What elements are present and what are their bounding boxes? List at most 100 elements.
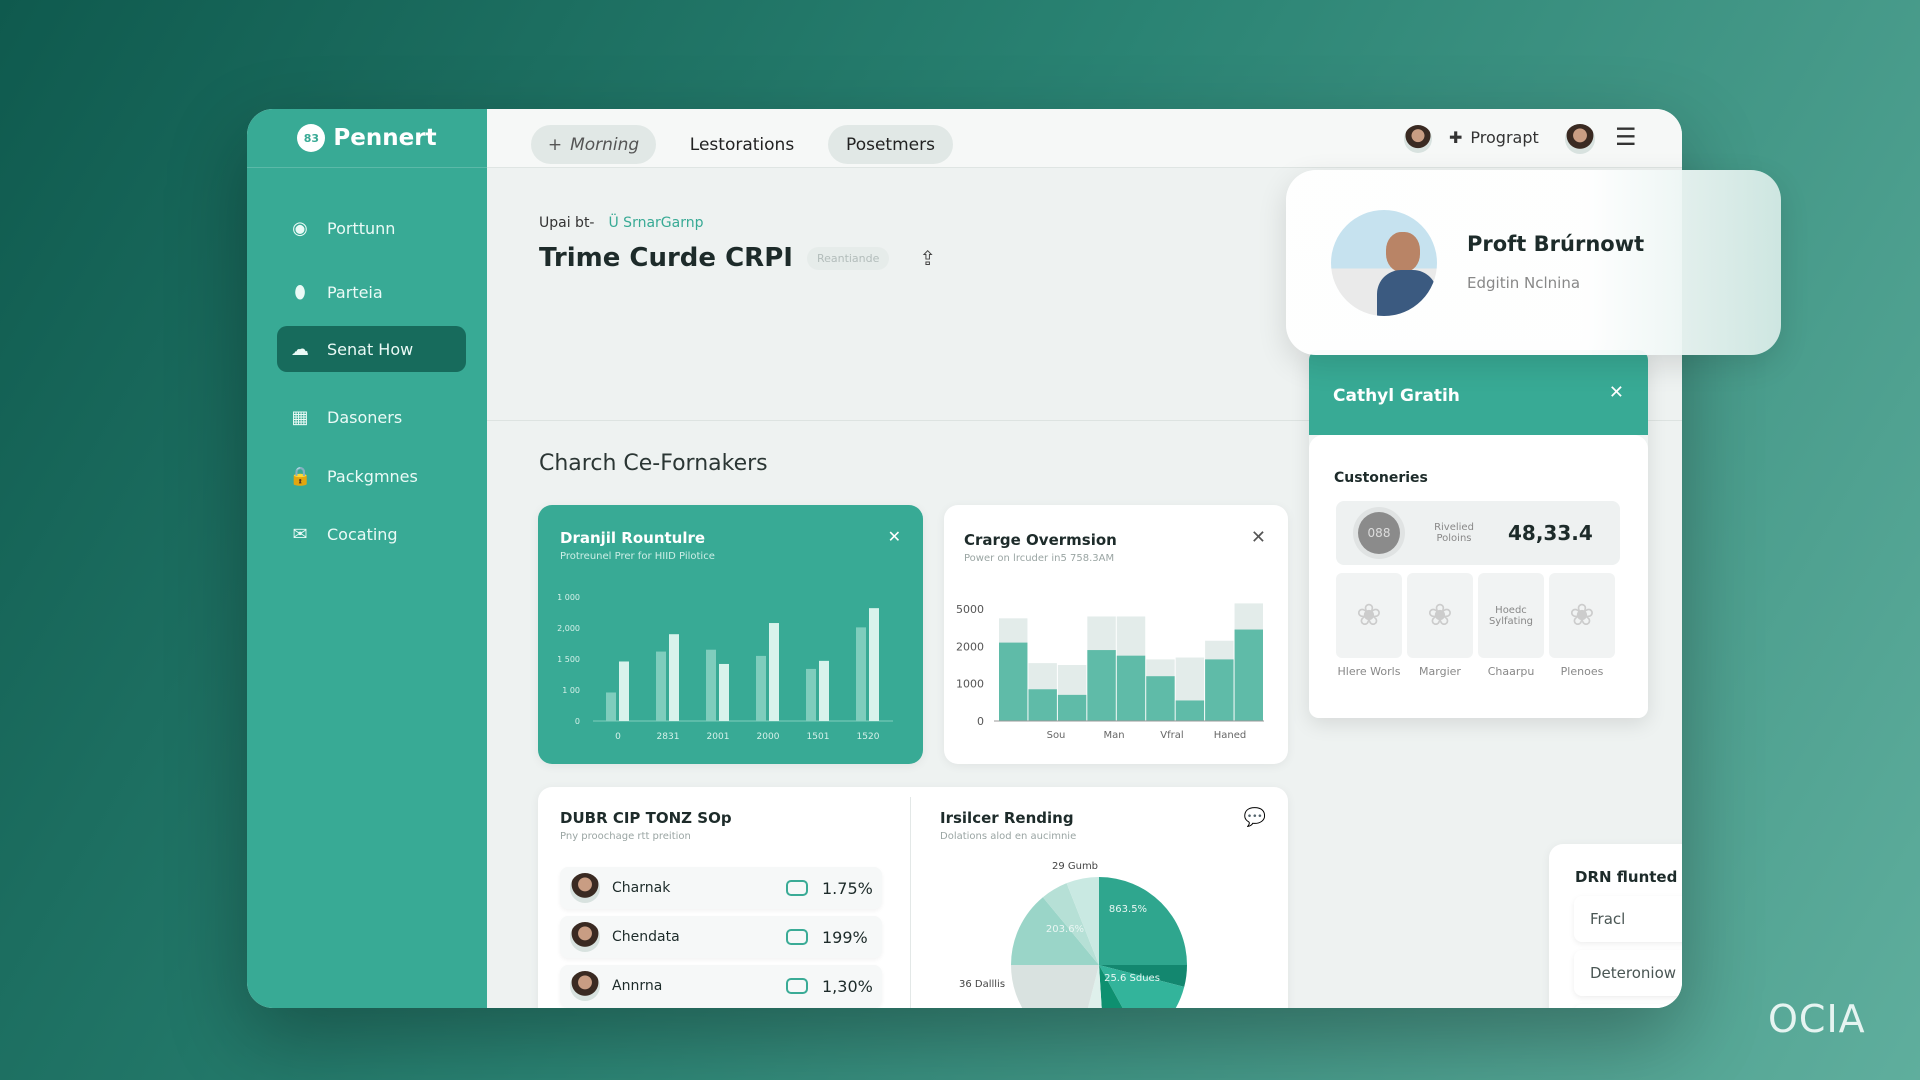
lock-icon: 🔒 <box>289 465 312 487</box>
y-tick-label: 0 <box>977 715 984 728</box>
sidebar-item[interactable]: ⬮ Parteia <box>277 269 466 315</box>
customer-panel: Cathyl Gratih ✕ Custoneries 088 Rivelied… <box>1309 350 1648 718</box>
share-icon[interactable]: ⇪ <box>919 246 937 270</box>
y-tick-label: 5000 <box>956 603 984 616</box>
sidebar-item-label: Packgmnes <box>327 466 418 486</box>
breadcrumb-item[interactable]: Upai bt- <box>539 215 595 231</box>
tile[interactable]: ❀ Hlere Worls <box>1336 573 1402 678</box>
location-icon: ⬮ <box>294 281 306 303</box>
sidebar-item-label: Dasoners <box>327 407 403 427</box>
x-tick-label: Vfral <box>1160 730 1183 741</box>
pie-slice <box>1042 883 1099 965</box>
pie-slice <box>1087 965 1102 1008</box>
illustration-icon: ❀ <box>1427 598 1453 633</box>
bar <box>619 661 629 721</box>
grid-icon: ▦ <box>291 406 309 428</box>
app-name: Pennert <box>333 125 437 151</box>
summary-card: DRN flunted binw you dound ⤢ Fracl$5.9,2… <box>1549 844 1682 1008</box>
breadcrumb: Upai bt- Ü SrnarGarnp <box>539 215 703 231</box>
chart-subtitle: Power on lrcuder in5 758.3AM <box>964 553 1115 564</box>
card-icon <box>786 929 808 945</box>
profile-popup: Proft Brúrnowt Edgitin Nclnina <box>1286 170 1781 355</box>
row-value: 199% <box>822 927 868 947</box>
pie-label: 29 Gumb <box>1052 861 1098 872</box>
main-content: Upai bt- Ü SrnarGarnp Trime Curde CRPI Re… <box>487 168 1682 1008</box>
pie-slice <box>1099 965 1187 987</box>
card-icon <box>786 880 808 896</box>
bar <box>856 627 866 721</box>
sidebar-item[interactable]: ✉ Cocating <box>277 511 466 557</box>
status-badge: Reantiande <box>806 246 890 270</box>
y-tick-label: 1 500 <box>557 655 580 664</box>
sidebar-item[interactable]: ☁ Senat How <box>277 326 466 372</box>
prograpt-button[interactable]: ✚ Prograpt <box>1449 128 1539 147</box>
avatar <box>570 971 600 1001</box>
tile[interactable]: Hoedc Sylfating Chaarpu <box>1478 573 1544 678</box>
pie-slice <box>1011 897 1099 965</box>
illustration-icon: ❀ <box>1569 598 1595 633</box>
chat-icon[interactable]: 💬 <box>1243 807 1266 828</box>
chart-title: Dranjil Rountulre <box>560 529 706 547</box>
bar <box>719 663 729 721</box>
badge-circle: 088 <box>1358 512 1400 554</box>
tab-lestorations[interactable]: Lestorations <box>667 125 817 164</box>
row-label: Fracl <box>1590 910 1626 928</box>
profile-icon: ◉ <box>292 217 308 239</box>
sidebar-item[interactable]: ▦ Dasoners <box>277 394 466 440</box>
summary-row[interactable]: Logen12 - 4 23 <box>1574 1004 1682 1008</box>
summary-row[interactable]: Deteroniow12 - 2,35 <box>1574 950 1682 996</box>
pie-chart: 29 Gumb 863.5% 203.6% 25.6 Sdues 36 Dalllis <box>959 861 1187 1008</box>
bar <box>769 623 779 721</box>
list-title: DUBR CIP TONZ SOp <box>560 809 732 827</box>
close-icon[interactable]: ✕ <box>1250 527 1266 548</box>
list-item[interactable]: Annrna 1,30% <box>560 965 882 1007</box>
x-tick-label: 2000 <box>757 732 780 742</box>
pie-label: 36 Dalllis <box>959 979 1005 990</box>
tab-label: Morning <box>570 134 640 155</box>
user-avatar[interactable] <box>1404 125 1432 153</box>
row-value: 1.75% <box>822 878 873 898</box>
close-icon[interactable]: ✕ <box>887 527 901 546</box>
bottom-card: DUBR CIP TONZ SOp Pny proochage rtt preit… <box>538 787 1288 1008</box>
tab-morning[interactable]: + Morning <box>531 125 656 164</box>
y-tick-label: 1 00 <box>562 686 580 695</box>
row-label: Deteroniow <box>1590 964 1677 982</box>
illustration-icon: ❀ <box>1356 598 1382 633</box>
x-tick-label: 2001 <box>707 732 730 742</box>
breadcrumb-item[interactable]: Ü SrnarGarnp <box>608 215 704 231</box>
area-segment <box>1057 694 1087 721</box>
tab-label: Posetmers <box>846 134 935 155</box>
profile-role: Edgitin Nclnina <box>1467 274 1581 292</box>
pie-label: 863.5% <box>1109 904 1147 915</box>
area-chart: 0 1000 2000 5000 Sou Man Vfral Haned <box>956 603 1264 741</box>
avatar <box>570 922 600 952</box>
list-item[interactable]: Chendata 199% <box>560 916 882 958</box>
bar <box>656 651 666 721</box>
account-avatar[interactable] <box>1565 124 1595 154</box>
pie-slice <box>1099 965 1123 1008</box>
tile-text: Hoedc Sylfating <box>1488 604 1534 627</box>
bar <box>669 634 679 721</box>
summary-row[interactable]: Fracl$5.9,20 <box>1574 896 1682 942</box>
menu-icon[interactable]: ☰ <box>1615 123 1637 151</box>
pie-label: 203.6% <box>1046 924 1084 935</box>
x-tick-label: 0 <box>615 732 621 742</box>
list-item[interactable]: Charnak 1.75% <box>560 867 882 909</box>
close-icon[interactable]: ✕ <box>1608 382 1624 403</box>
tab-posetmers[interactable]: Posetmers <box>828 125 953 164</box>
chart-subtitle: Dolations alod en aucimnie <box>940 831 1077 842</box>
sidebar-item-label: Cocating <box>327 524 398 544</box>
y-tick-label: 1000 <box>956 678 984 691</box>
tile[interactable]: ❀ Plenoes <box>1549 573 1615 678</box>
chart-title: Crarge Overmsion <box>964 531 1117 549</box>
x-tick-label: Haned <box>1214 730 1247 741</box>
section-label: Custoneries <box>1334 470 1428 486</box>
sidebar-item[interactable]: 🔒 Packgmnes <box>277 453 466 499</box>
sidebar-item[interactable]: ◉ Porttunn <box>277 205 466 251</box>
tile[interactable]: ❀ Margier <box>1407 573 1473 678</box>
bar <box>806 668 816 721</box>
row-name: Annrna <box>612 978 663 994</box>
divider <box>910 797 911 1008</box>
card-icon <box>786 978 808 994</box>
area-segment <box>999 642 1028 721</box>
